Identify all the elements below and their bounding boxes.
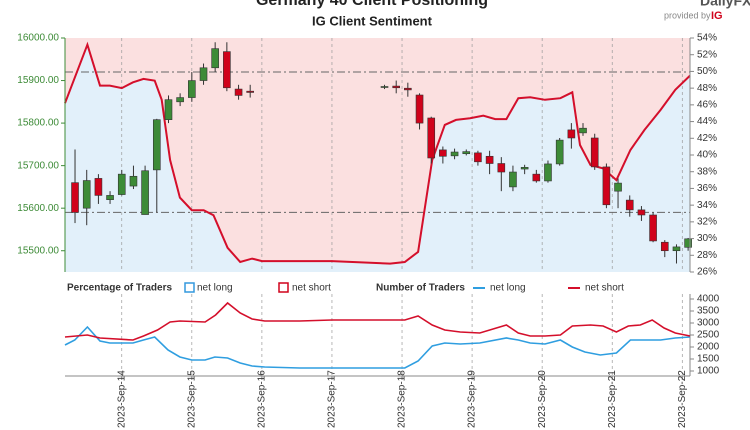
x-tick-label: 2023-Sep-22 [677, 370, 688, 428]
series-line [64, 325, 691, 369]
y-tick-label: 15600.00 [17, 203, 59, 214]
candle-body [164, 99, 173, 120]
candle-body [532, 173, 541, 182]
candle-body [94, 178, 103, 196]
y2-tick-label: 34% [697, 200, 717, 211]
sentiment-line [64, 41, 691, 265]
candle-body [223, 51, 231, 89]
legend-swatch [278, 282, 289, 293]
candle-body [462, 151, 471, 155]
legend-label: net short [292, 283, 331, 294]
candle-body [211, 48, 219, 69]
candle-body [129, 175, 138, 187]
series-line [64, 301, 691, 341]
candle-body [649, 214, 657, 242]
y2-tick-label: 54% [697, 33, 717, 44]
y-tick-label: 4000 [697, 294, 720, 305]
candle-body [474, 152, 482, 163]
candle-body [614, 182, 622, 192]
x-tick-label: 2023-Sep-14 [116, 370, 127, 428]
brand-provider: provided by [664, 10, 711, 20]
candle-body [106, 195, 114, 200]
y2-tick-label: 26% [697, 267, 717, 278]
y2-tick-label: 44% [697, 116, 717, 127]
y2-tick-label: 38% [697, 166, 717, 177]
y2-tick-label: 46% [697, 99, 717, 110]
y2-tick-label: 40% [697, 150, 717, 161]
legend-label: net long [197, 283, 233, 294]
net-long-area [65, 44, 690, 273]
y2-tick-label: 48% [697, 83, 717, 94]
candle-body [234, 88, 243, 96]
x-tick-label: 2023-Sep-15 [186, 370, 197, 428]
candle-body [520, 167, 529, 170]
candle-body [199, 67, 208, 81]
chart-title: Germany 40 Client Positioning [256, 0, 488, 9]
y2-tick-label: 52% [697, 49, 717, 60]
candle-body [427, 117, 436, 159]
legend-swatch [184, 282, 195, 293]
candle-body [176, 97, 184, 103]
y-tick-label: 15500.00 [17, 245, 59, 256]
y-tick-label: 15900.00 [17, 75, 59, 86]
candle-body [117, 173, 126, 195]
candle-body [188, 80, 196, 98]
candle-body [415, 94, 424, 124]
candle-body [579, 127, 587, 134]
x-tick-label: 2023-Sep-19 [467, 370, 478, 428]
candle-body [660, 241, 669, 252]
candle-body [625, 199, 634, 211]
candle-body [497, 163, 506, 173]
brand-logo: IG [711, 10, 723, 22]
y-tick-label: 2500 [697, 330, 720, 341]
candle-body [82, 180, 91, 209]
candle-body [450, 151, 459, 157]
candle-body [246, 90, 254, 93]
candle-body [141, 170, 149, 215]
y-tick-label: 2000 [697, 342, 720, 353]
candle-body [404, 87, 412, 91]
candle-body [555, 139, 564, 165]
y-tick-label: 1000 [697, 366, 720, 377]
x-tick-label: 2023-Sep-16 [257, 370, 268, 428]
y-tick-label: 15700.00 [17, 160, 59, 171]
candle-body [439, 149, 447, 157]
candle-body [637, 209, 646, 216]
brand-name: DailyFX [700, 0, 750, 9]
candle-body [392, 85, 401, 89]
legend-title: Number of Traders [376, 283, 465, 294]
candle-body [380, 86, 389, 88]
legend-title: Percentage of Traders [67, 283, 172, 294]
y-tick-label: 3500 [697, 306, 720, 317]
legend-label: net long [490, 283, 526, 294]
y2-tick-label: 30% [697, 233, 717, 244]
candle-body [590, 137, 599, 168]
x-tick-label: 2023-Sep-21 [607, 370, 618, 428]
candle-body [152, 119, 161, 171]
candle-body [485, 155, 494, 164]
y-tick-label: 16000.00 [17, 33, 59, 44]
candle-body [602, 166, 611, 206]
candle-body [544, 163, 552, 182]
candle-body [567, 129, 576, 139]
chart-subtitle: IG Client Sentiment [312, 13, 433, 28]
y-tick-label: 3000 [697, 318, 720, 329]
y-tick-label: 1500 [697, 354, 720, 365]
candle-body [509, 171, 517, 188]
y2-tick-label: 28% [697, 250, 717, 261]
x-tick-label: 2023-Sep-20 [537, 370, 548, 428]
y-tick-label: 15800.00 [17, 118, 59, 129]
x-tick-label: 2023-Sep-17 [327, 370, 338, 428]
y2-tick-label: 36% [697, 183, 717, 194]
x-tick-label: 2023-Sep-18 [397, 370, 408, 428]
y2-tick-label: 50% [697, 66, 717, 77]
legend-label: net short [585, 283, 624, 294]
candle-body [71, 182, 79, 213]
candle-body [672, 246, 681, 252]
candle-body [684, 238, 692, 248]
y2-tick-label: 32% [697, 216, 717, 227]
y2-tick-label: 42% [697, 133, 717, 144]
